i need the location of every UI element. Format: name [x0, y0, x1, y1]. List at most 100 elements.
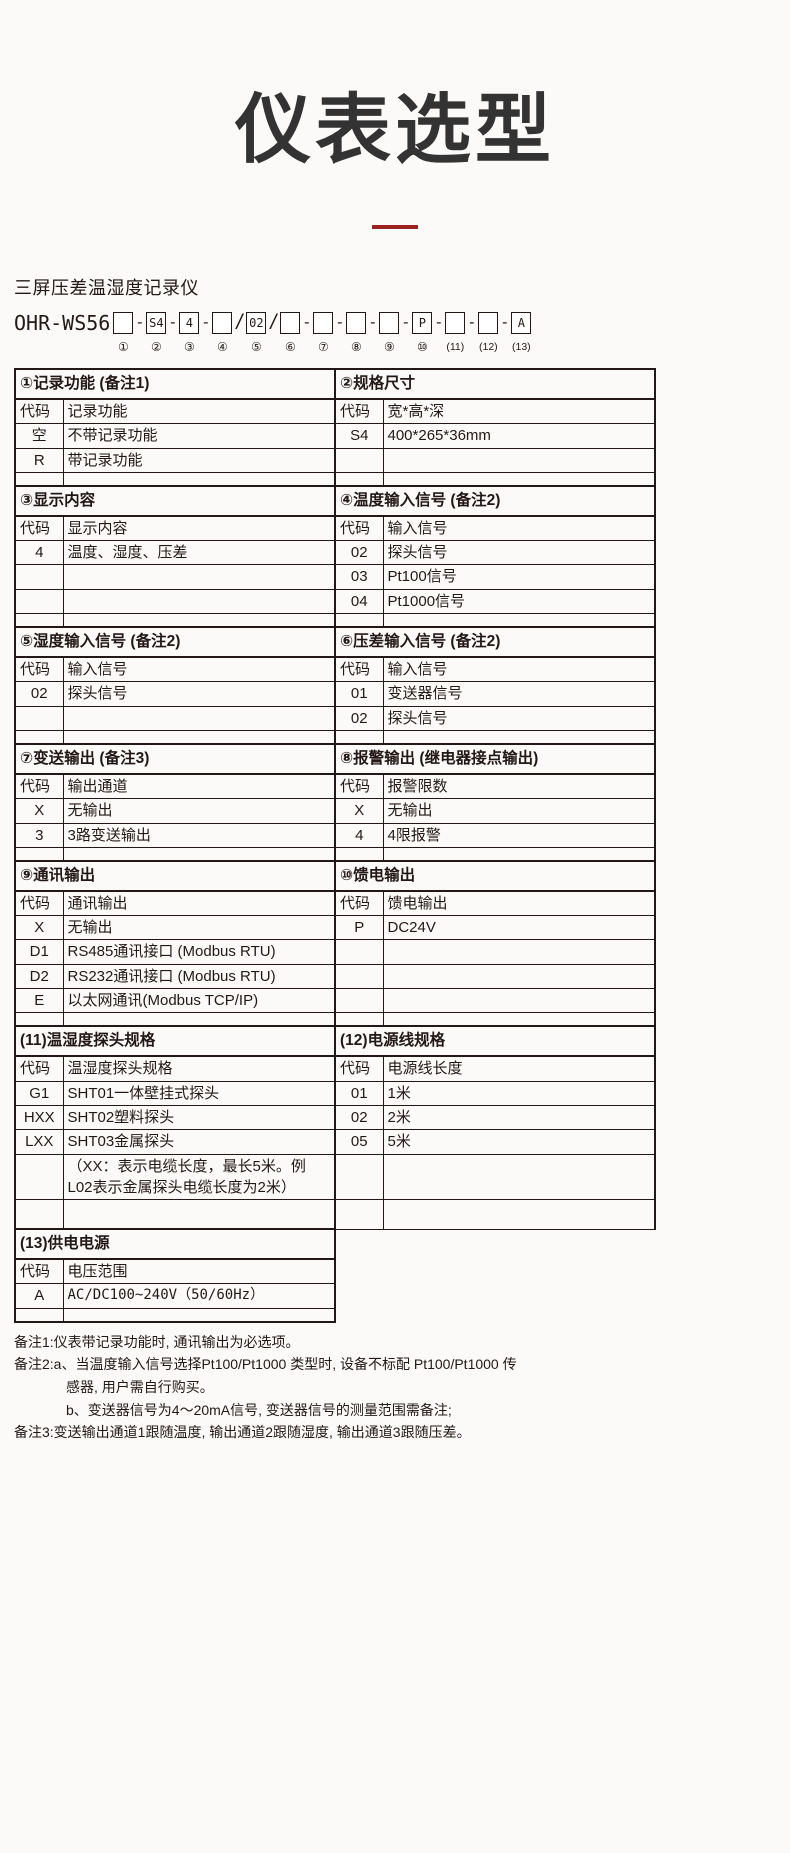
- separator-2: -: [170, 314, 176, 331]
- separator-5: /: [270, 311, 277, 334]
- section-heading-4: ④温度输入信号 (备注2): [334, 484, 656, 517]
- section-heading-5: ⑤湿度输入信号 (备注2): [14, 626, 336, 659]
- table-row-spacer: [14, 613, 656, 628]
- desc-12-pad: [382, 1199, 656, 1230]
- table-row: LXX SHT03金属探头 05 5米: [14, 1129, 656, 1155]
- model-prefix: OHR-WS56: [14, 311, 111, 335]
- desc-1-2: 带记录功能: [62, 447, 336, 473]
- table-row: 02 探头信号 01 变送器信号: [14, 681, 656, 707]
- divider-rule: [372, 225, 418, 229]
- code-box-2[interactable]: S4: [146, 312, 167, 334]
- code-box-11[interactable]: [445, 312, 466, 334]
- code-2-blank: [334, 447, 384, 473]
- index-6: ⑥: [284, 340, 296, 354]
- code-8-1: X: [334, 798, 384, 824]
- remark-3: 备注3:变送输出通道1跟随温度, 输出通道2跟随湿度, 输出通道3跟随压差。: [14, 1424, 471, 1441]
- desc-13-pad: [62, 1307, 336, 1323]
- code-11-note-blank: [14, 1153, 64, 1201]
- code-4-1: 02: [334, 540, 384, 566]
- separator-8: -: [370, 314, 376, 331]
- model-code-strip: OHR-WS56 - S4 - 4 - / 02 / - - - - P - -…: [14, 310, 790, 336]
- code-11-1: G1: [14, 1080, 64, 1106]
- remark-2a: 备注2:a、当温度输入信号选择Pt100/Pt1000 类型时, 设备不标配 P…: [14, 1356, 517, 1373]
- index-8: ⑧: [350, 340, 362, 354]
- code-10-blank-3: [334, 988, 384, 1014]
- col-desc-5: 输入信号: [62, 656, 336, 683]
- code-box-9[interactable]: [379, 312, 400, 334]
- desc-7-2: 3路变送输出: [62, 822, 336, 848]
- code-box-1[interactable]: [113, 312, 134, 334]
- desc-9-2: RS485通讯接口 (Modbus RTU): [62, 939, 336, 965]
- code-11-2: HXX: [14, 1104, 64, 1131]
- section-header-row-9-10: ⑨通讯输出 ⑩馈电输出: [14, 859, 656, 892]
- section-13-empty-3: [335, 1283, 655, 1309]
- desc-3-blank: [62, 564, 336, 590]
- desc-1-1: 不带记录功能: [62, 423, 336, 449]
- code-4-3: 04: [334, 588, 384, 615]
- section-header-row-13: (13)供电电源: [14, 1228, 655, 1261]
- section-heading-8: ⑧报警输出 (继电器接点输出): [334, 742, 656, 775]
- col-desc-4: 输入信号: [382, 515, 656, 542]
- section-13-empty: [335, 1229, 655, 1260]
- section-header-row-3-4: ③显示内容 ④温度输入信号 (备注2): [14, 484, 656, 517]
- table-row-spacer: [14, 1307, 655, 1323]
- code-9-2: D1: [14, 939, 64, 965]
- column-header-row-7-8: 代码 输出通道 代码 报警限数: [14, 773, 656, 800]
- section-header-row-1-2: ①记录功能 (备注1) ②规格尺寸: [14, 368, 656, 400]
- desc-5-pad: [62, 729, 336, 745]
- remark-1: 备注1:仪表带记录功能时, 通讯输出为必选项。: [14, 1333, 300, 1350]
- desc-9-3: RS232通讯接口 (Modbus RTU): [62, 963, 336, 990]
- code-box-13[interactable]: A: [511, 312, 532, 334]
- index-4: ④: [216, 340, 228, 354]
- code-7-2: 3: [14, 822, 64, 848]
- column-header-row-5-6: 代码 输入信号 代码 输入信号: [14, 656, 656, 683]
- code-box-4[interactable]: [212, 312, 233, 334]
- desc-8-1: 无输出: [382, 798, 656, 824]
- code-box-10[interactable]: P: [412, 312, 433, 334]
- desc-6-2: 探头信号: [382, 705, 656, 731]
- table-row: A AC/DC100~240V（50/60Hz）: [14, 1283, 655, 1309]
- section-header-row-7-8: ⑦变送输出 (备注3) ⑧报警输出 (继电器接点输出): [14, 742, 656, 775]
- section-header-row-11-12: (11)温湿度探头规格 (12)电源线规格: [14, 1025, 656, 1058]
- table-row: 4 温度、湿度、压差 02 探头信号: [14, 540, 656, 566]
- code-11-3: LXX: [14, 1129, 64, 1155]
- desc-4-1: 探头信号: [382, 540, 656, 566]
- code-3-blank: [14, 564, 64, 590]
- col-desc-11: 温湿度探头规格: [62, 1055, 336, 1082]
- separator-9: -: [403, 314, 409, 331]
- code-box-5[interactable]: 02: [246, 312, 267, 334]
- code-box-8[interactable]: [346, 312, 367, 334]
- desc-2-1: 400*265*36mm: [382, 423, 656, 449]
- col-desc-2: 宽*高*深: [382, 398, 656, 425]
- separator-7: -: [337, 314, 343, 331]
- title-divider-wrap: [0, 216, 790, 234]
- code-8-2: 4: [334, 822, 384, 848]
- code-2-1: S4: [334, 423, 384, 449]
- desc-9-1: 无输出: [62, 915, 336, 941]
- col-code-5: 代码: [14, 656, 64, 683]
- code-13-1: A: [14, 1283, 64, 1309]
- col-desc-7: 输出通道: [62, 773, 336, 800]
- table-row-spacer: [14, 846, 656, 862]
- table-row: X 无输出 P DC24V: [14, 915, 656, 941]
- code-box-7[interactable]: [313, 312, 334, 334]
- code-box-6[interactable]: [280, 312, 301, 334]
- code-4-pad: [334, 613, 384, 628]
- code-1-2: R: [14, 447, 64, 473]
- code-12-1: 01: [334, 1080, 384, 1106]
- product-name: 三屏压差温湿度记录仪: [14, 278, 199, 298]
- section-heading-10: ⑩馈电输出: [334, 859, 656, 892]
- desc-2-blank: [382, 447, 656, 473]
- code-box-12[interactable]: [478, 312, 499, 334]
- section-header-row-5-6: ⑤湿度输入信号 (备注2) ⑥压差输入信号 (备注2): [14, 626, 656, 659]
- index-12: (12): [478, 341, 498, 353]
- separator-1: -: [137, 314, 143, 331]
- probe-spec-note: （XX：表示电缆长度，最长5米。例L02表示金属探头电缆长度为2米）: [62, 1153, 336, 1201]
- code-5-blank: [14, 705, 64, 731]
- separator-11: -: [469, 314, 475, 331]
- desc-3-blank-2: [62, 588, 336, 615]
- col-code-2: 代码: [334, 398, 384, 425]
- code-11-pad: [14, 1199, 64, 1230]
- code-box-3[interactable]: 4: [179, 312, 200, 334]
- index-2: ②: [150, 340, 162, 354]
